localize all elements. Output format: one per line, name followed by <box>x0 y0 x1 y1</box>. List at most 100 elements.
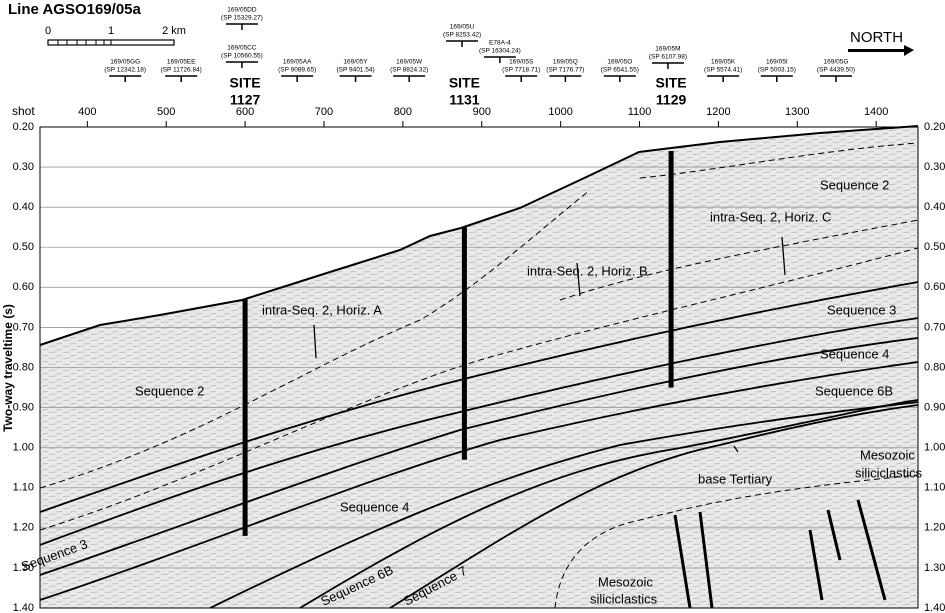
fault <box>808 529 824 601</box>
crossing-sp: (SP 5003.15) <box>758 67 796 74</box>
y-tick-label: 0.30 <box>13 161 34 173</box>
x-tick-label: 600 <box>236 106 254 118</box>
y-tick-label: 0.60 <box>13 281 34 293</box>
crossing-name: 169/05CC <box>227 45 257 52</box>
crossing-sp: (SP 6107.98) <box>649 54 687 61</box>
annotation: Mesozoic <box>598 574 653 589</box>
y-tick-label: 1.10 <box>13 482 34 494</box>
crossing-sp: (SP 9401.54) <box>336 67 374 74</box>
y-tick-label: 0.50 <box>924 241 945 253</box>
horizon <box>209 401 919 609</box>
y-tick-label: 1.40 <box>13 602 34 613</box>
y-tick-label: 1.20 <box>13 522 34 534</box>
crossing-name: 169/05W <box>396 59 423 66</box>
y-tick-label: 0.80 <box>924 361 945 373</box>
north-label: NORTH <box>850 29 903 46</box>
fault <box>826 509 842 561</box>
horizon <box>389 404 919 609</box>
pointer-arrow <box>576 262 581 297</box>
scale-label: 2 km <box>162 25 186 37</box>
crossing-sp: (SP 15329.27) <box>221 15 263 22</box>
crossing-sp: (SP 10560.55) <box>221 53 263 60</box>
horizon <box>39 247 919 531</box>
annotation: Mesozoic <box>860 447 915 462</box>
annotation: base Tertiary <box>698 471 773 486</box>
crossing-sp: (SP 8253.42) <box>443 32 481 39</box>
crossing-name: E78A-4 <box>489 40 511 47</box>
horizon <box>39 189 591 489</box>
y-tick-label: 0.20 <box>13 121 34 133</box>
horizon <box>39 361 919 601</box>
fault <box>673 514 692 609</box>
title: Line AGSO169/05a <box>8 1 141 18</box>
x-tick-label: 1100 <box>628 106 652 118</box>
crossing-name: 169/05K <box>711 59 736 66</box>
annotation: Sequence 3 <box>827 302 896 317</box>
site-label: SITE <box>656 75 687 91</box>
crossing-sp: (SP 6541.55) <box>601 67 639 74</box>
y-tick-label: 1.00 <box>924 442 945 454</box>
y-tick-label: 0.20 <box>924 121 945 133</box>
crossing-name: 169/05Y <box>343 59 368 66</box>
site-number: 1129 <box>656 92 687 108</box>
x-axis-label: shot <box>12 104 35 118</box>
scale-label: 1 <box>108 25 114 37</box>
fault <box>856 499 887 601</box>
crossing-name: 169/05G <box>823 59 848 66</box>
y-tick-label: 1.00 <box>13 442 34 454</box>
crossing-sp: (SP 9089.65) <box>278 67 316 74</box>
crossing-name: 169/05Q <box>553 59 578 66</box>
crossing-sp: (SP 11726.84) <box>161 67 202 74</box>
annotation: Sequence 6B <box>815 383 893 398</box>
crossing-sp: (SP 7718.71) <box>502 67 540 74</box>
annotation: Sequence 2 <box>135 383 204 398</box>
crossing-name: 169/05EE <box>167 59 196 66</box>
y-axis-label: Two-way traveltime (s) <box>1 304 15 432</box>
x-tick-label: 1200 <box>706 106 730 118</box>
scale-label: 0 <box>45 25 51 37</box>
fault <box>698 511 714 609</box>
crossing-sp: (SP 8824.32) <box>390 67 428 74</box>
y-tick-label: 1.30 <box>13 562 34 574</box>
y-tick-label: 1.40 <box>924 602 945 613</box>
y-tick-label: 0.60 <box>924 281 945 293</box>
annotation: Sequence 4 <box>820 346 889 361</box>
crossing-sp: (SP 7176.77) <box>546 67 584 74</box>
y-tick-label: 0.50 <box>13 241 34 253</box>
annotation: siliciclastics <box>590 591 658 606</box>
y-tick-label: 1.30 <box>924 562 945 574</box>
y-tick-label: 0.70 <box>924 321 945 333</box>
crossing-sp: (SP 4439.50) <box>817 67 855 74</box>
x-tick-label: 800 <box>394 106 412 118</box>
crossing-name: 169/05M <box>655 46 680 53</box>
y-tick-label: 0.30 <box>924 161 945 173</box>
site-label: SITE <box>449 75 480 91</box>
x-tick-label: 1000 <box>548 106 572 118</box>
x-tick-label: 700 <box>315 106 333 118</box>
crossing-name: 169/05I <box>766 59 788 66</box>
x-tick-label: 900 <box>473 106 491 118</box>
crossing-name: 169/05O <box>607 59 632 66</box>
pointer-arrow <box>313 324 317 359</box>
y-tick-label: 0.90 <box>13 401 34 413</box>
y-tick-label: 1.20 <box>924 522 945 534</box>
annotation: intra-Seq. 2, Horiz. A <box>262 302 382 317</box>
annotation: siliciclastics <box>855 465 923 480</box>
crossing-name: 169/05DD <box>227 7 257 14</box>
seafloor <box>39 125 919 346</box>
x-tick-label: 500 <box>157 106 175 118</box>
crossing-name: 169/05S <box>509 59 534 66</box>
crossing-name: 169/05U <box>450 24 475 31</box>
annotation: Sequence 2 <box>820 177 889 192</box>
annotation: Sequence 4 <box>340 499 409 514</box>
y-tick-label: 0.80 <box>13 361 34 373</box>
annotation: intra-Seq. 2, Horiz. C <box>710 209 831 224</box>
y-tick-label: 0.40 <box>13 201 34 213</box>
site-number: 1127 <box>230 92 261 108</box>
horizon <box>39 337 919 576</box>
pointer-arrow <box>781 236 786 276</box>
crossing-sp: (SP 12342.18) <box>104 67 146 74</box>
scale-bar <box>47 39 175 46</box>
horizon <box>39 281 919 513</box>
